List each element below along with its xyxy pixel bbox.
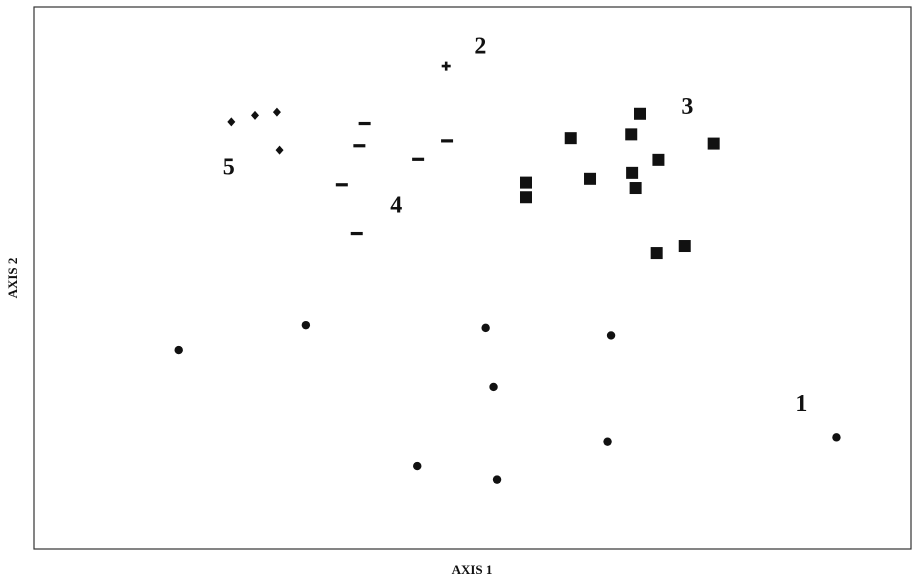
x-axis-label: AXIS 1 xyxy=(452,562,493,577)
group-5-point-4 xyxy=(275,145,284,155)
group-3-point-1 xyxy=(634,107,647,120)
group-4-point-5 xyxy=(335,183,348,187)
group-1-point-2 xyxy=(301,320,311,330)
group-1-point-9 xyxy=(832,433,841,442)
group-1-point-7 xyxy=(413,461,422,471)
group-labels: 1 2 3 4 5 xyxy=(223,34,808,417)
group-5-point-3 xyxy=(272,107,281,117)
group-1-point-1 xyxy=(174,345,183,355)
group-3-point-12 xyxy=(650,247,663,260)
group-5-point-2 xyxy=(251,110,260,120)
y-axis-label: AXIS 2 xyxy=(5,258,20,299)
group-3-point-9 xyxy=(629,182,642,195)
group-4-point-1 xyxy=(358,121,371,126)
group-1-point-6 xyxy=(603,437,612,446)
group-1-point-5 xyxy=(489,382,498,392)
group-4-point-3 xyxy=(441,139,454,143)
group-3-point-5 xyxy=(652,153,665,166)
group-label-2: 2 xyxy=(474,34,486,60)
data-marks xyxy=(174,61,841,484)
group-label-1: 1 xyxy=(795,391,807,417)
group-5-point-1 xyxy=(227,117,236,127)
group-3-point-6 xyxy=(626,166,639,179)
group-1-point-3 xyxy=(481,323,490,333)
group-label-3: 3 xyxy=(681,94,693,120)
plot-frame xyxy=(33,6,912,550)
group-label-4: 4 xyxy=(390,192,402,218)
group-3-point-3 xyxy=(625,128,638,141)
group-label-5: 5 xyxy=(223,155,235,181)
group-4-point-4 xyxy=(412,157,425,161)
group-1-point-4 xyxy=(606,331,616,340)
group-3-point-11 xyxy=(678,240,691,253)
group-4-point-6 xyxy=(350,231,363,236)
group-3-point-2 xyxy=(564,132,577,145)
group-2-point-1 xyxy=(441,61,451,71)
group-3-point-7 xyxy=(584,172,597,185)
group-3-point-8 xyxy=(519,176,532,189)
group-3-point-4 xyxy=(707,137,720,150)
group-3-point-10 xyxy=(519,191,532,204)
group-1-point-8 xyxy=(492,475,502,484)
group-4-point-2 xyxy=(353,144,366,148)
